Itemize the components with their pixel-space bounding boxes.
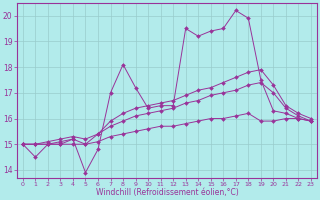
X-axis label: Windchill (Refroidissement éolien,°C): Windchill (Refroidissement éolien,°C)	[96, 188, 238, 197]
